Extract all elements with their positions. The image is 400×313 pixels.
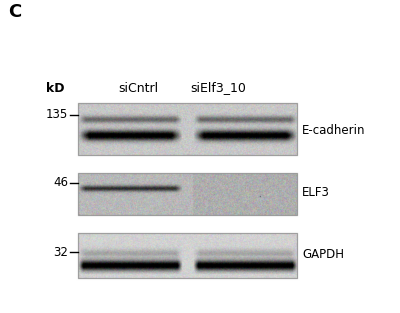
Text: C: C bbox=[8, 3, 21, 21]
Text: 135: 135 bbox=[46, 109, 68, 121]
Text: 32: 32 bbox=[53, 245, 68, 259]
Text: GAPDH: GAPDH bbox=[302, 249, 344, 261]
Text: 46: 46 bbox=[53, 177, 68, 189]
Text: ELF3: ELF3 bbox=[302, 187, 330, 199]
Text: E-cadherin: E-cadherin bbox=[302, 124, 366, 136]
Text: kD: kD bbox=[46, 81, 64, 95]
Text: siElf3_10: siElf3_10 bbox=[190, 81, 246, 95]
Text: siCntrl: siCntrl bbox=[118, 81, 158, 95]
